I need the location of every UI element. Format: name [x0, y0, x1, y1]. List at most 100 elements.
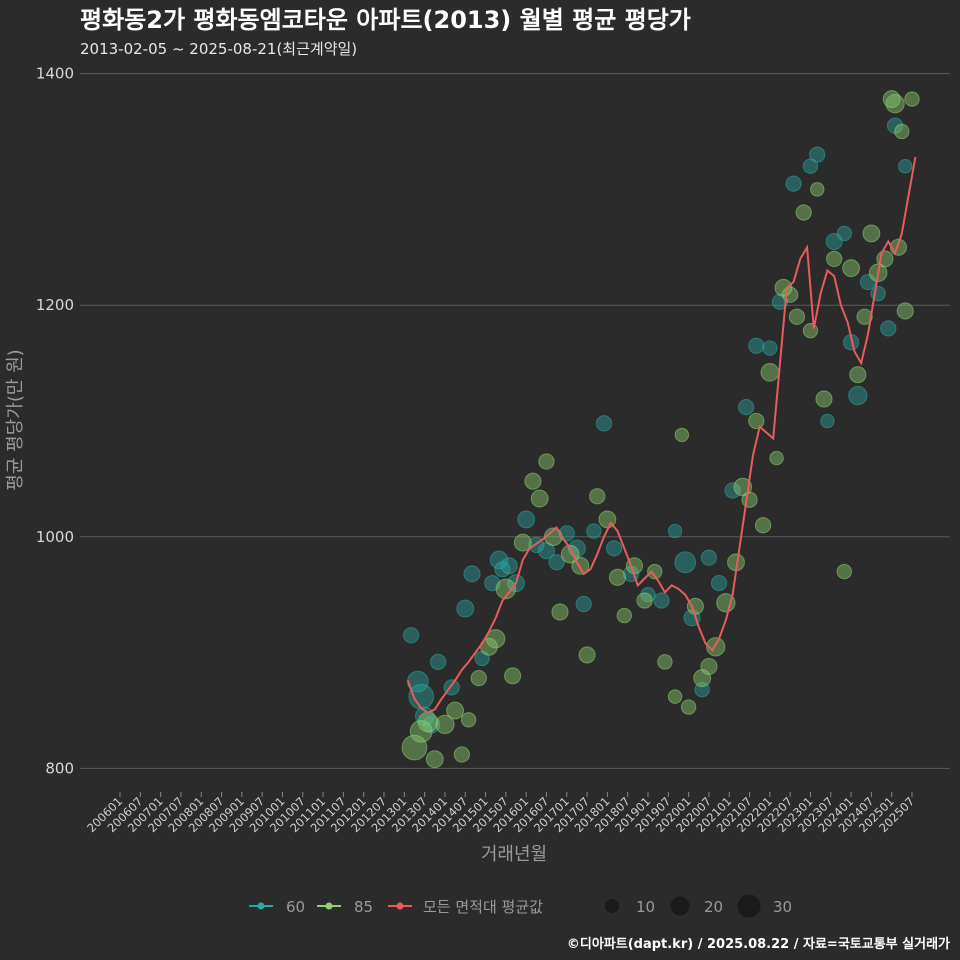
- point-60-35: [738, 398, 755, 416]
- point-85-8: [470, 669, 487, 687]
- point-60-29: [674, 551, 697, 574]
- point-85-30: [667, 689, 683, 704]
- chart-subtitle: 2013-02-05 ~ 2025-08-21(최근계약일): [80, 40, 357, 58]
- point-85-29: [657, 654, 673, 670]
- legend-85-dot: [325, 902, 333, 910]
- point-60-5: [430, 653, 447, 671]
- legend-60-dot: [257, 902, 265, 910]
- source-caption: ©디아파트(dapt.kr) / 2025.08.22 / 자료=국토교통부 실…: [567, 936, 950, 952]
- point-85-7: [460, 712, 477, 728]
- y-tick-label-1000: 1000: [36, 528, 74, 546]
- x-axis-ticks: 2006012006072007012007072008012008072009…: [84, 792, 917, 835]
- point-85-21: [578, 646, 596, 664]
- legend-average-dot: [396, 902, 404, 910]
- point-85-3: [425, 750, 444, 769]
- point-85-10: [486, 629, 506, 649]
- series-85-points: [401, 90, 920, 769]
- point-85-52: [826, 250, 843, 268]
- point-60-21: [575, 595, 592, 613]
- legend-label-60: 60: [286, 898, 305, 916]
- legend-size-10: 10: [605, 898, 655, 916]
- point-60-28: [667, 523, 683, 539]
- legend-size-20: 20: [670, 896, 723, 916]
- point-60-37: [762, 340, 778, 356]
- point-60-49: [880, 320, 897, 337]
- point-85-53: [836, 563, 853, 580]
- point-85-2: [417, 711, 439, 733]
- point-60-18: [548, 554, 565, 571]
- point-85-50: [810, 182, 825, 197]
- point-85-65: [904, 91, 920, 107]
- legend: 60 85 모든 면적대 평균값 10 20 30: [249, 894, 792, 918]
- point-60-46: [848, 385, 868, 406]
- point-85-56: [856, 308, 873, 325]
- point-85-41: [748, 412, 765, 430]
- legend-label-average: 모든 면적대 평균값: [423, 898, 543, 916]
- point-85-24: [608, 568, 627, 586]
- point-85-48: [795, 204, 812, 221]
- point-85-63: [894, 123, 910, 140]
- point-85-61: [885, 94, 905, 114]
- point-60-41: [809, 146, 826, 163]
- point-60-32: [700, 549, 718, 566]
- y-axis-ticks: 800 1000 1200 1400: [36, 65, 74, 778]
- point-85-57: [862, 224, 881, 243]
- legend-size-10-circle: [605, 899, 619, 913]
- point-60-11: [489, 550, 509, 570]
- point-85-15: [530, 489, 549, 508]
- point-85-55: [849, 366, 867, 384]
- legend-size-30: 30: [737, 894, 792, 918]
- point-85-47: [788, 308, 806, 325]
- average-line: [406, 156, 917, 714]
- point-60-22: [586, 523, 602, 539]
- point-85-31: [674, 427, 690, 443]
- point-60-51: [898, 159, 913, 174]
- legend-size-20-circle: [670, 896, 690, 916]
- point-60-42: [820, 413, 835, 429]
- point-60-0: [402, 627, 420, 644]
- point-60-33: [710, 574, 728, 592]
- point-85-4: [435, 714, 455, 735]
- y-tick-label-800: 800: [45, 759, 74, 777]
- point-85-36: [706, 637, 726, 657]
- point-85-27: [636, 592, 653, 609]
- point-85-25: [616, 607, 633, 624]
- y-axis-label: 평균 평당가(만 원): [5, 349, 26, 490]
- legend-size-30-circle: [737, 894, 761, 918]
- point-85-51: [815, 390, 833, 408]
- y-tick-label-1200: 1200: [36, 296, 74, 314]
- chart-title: 평화동2가 평화동엠코타운 아파트(2013) 월별 평균 평당가: [80, 6, 691, 34]
- point-85-22: [589, 488, 606, 505]
- grid: [80, 73, 950, 769]
- point-85-40: [741, 491, 758, 508]
- point-85-18: [551, 603, 569, 621]
- point-60-34: [724, 482, 741, 499]
- point-60-7: [456, 599, 475, 618]
- legend-item-60: 60: [249, 898, 305, 916]
- legend-label-85: 85: [354, 898, 373, 916]
- point-60-13: [500, 557, 518, 575]
- point-85-43: [760, 363, 780, 382]
- point-60-27: [653, 592, 670, 609]
- point-60-36: [748, 337, 765, 354]
- point-60-24: [606, 540, 623, 557]
- point-85-0: [401, 734, 428, 761]
- point-85-5: [446, 701, 465, 720]
- point-60-39: [785, 175, 802, 192]
- series-60-points: [402, 117, 913, 734]
- point-85-37: [716, 593, 736, 613]
- point-60-23: [595, 415, 613, 432]
- point-60-8: [463, 565, 481, 583]
- point-60-15: [517, 510, 536, 529]
- point-85-49: [802, 322, 819, 339]
- legend-item-average: 모든 면적대 평균값: [388, 898, 543, 916]
- point-85-35: [700, 657, 718, 676]
- legend-size-20-label: 20: [704, 898, 723, 916]
- point-85-44: [769, 450, 784, 466]
- point-60-2: [408, 683, 435, 710]
- point-85-6: [453, 746, 470, 763]
- y-tick-label-1400: 1400: [36, 65, 74, 83]
- legend-size-10-label: 10: [636, 898, 655, 916]
- point-85-28: [647, 563, 663, 580]
